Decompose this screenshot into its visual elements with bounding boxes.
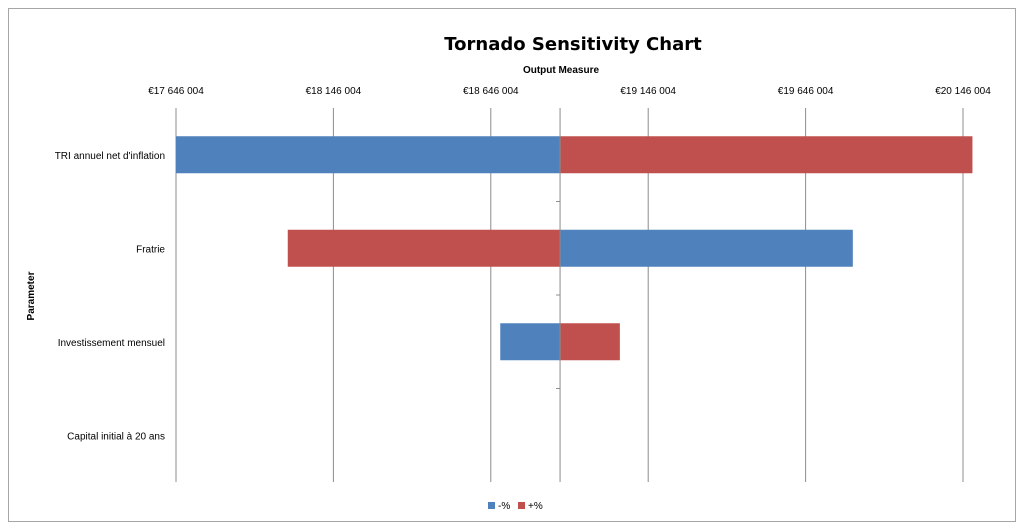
center-axis [556, 108, 561, 482]
bar-plus [560, 323, 620, 361]
bar-minus [176, 136, 561, 174]
category-label: Fratrie [136, 244, 165, 255]
bars [176, 136, 973, 361]
x-tick-label: €20 146 004 [935, 86, 991, 97]
x-tick-label: €18 146 004 [306, 86, 362, 97]
category-label: Capital initial à 20 ans [67, 431, 165, 442]
x-tick-label: €18 646 004 [463, 86, 519, 97]
legend-swatch [488, 502, 495, 509]
y-axis-title: Parameter [26, 271, 37, 320]
category-label: Investissement mensuel [58, 338, 165, 349]
bar-plus [287, 229, 561, 267]
x-tick-label: €19 146 004 [620, 86, 676, 97]
category-labels: TRI annuel net d'inflation Fratrie Investi… [55, 151, 166, 443]
legend-label: +% [528, 501, 543, 512]
bar-plus [560, 136, 973, 174]
bar-minus [560, 229, 853, 267]
x-tick-label: €17 646 004 [148, 86, 204, 97]
x-axis-title: Output Measure [523, 65, 600, 76]
x-tick-label: €19 646 004 [778, 86, 834, 97]
legend: -% +% [488, 501, 543, 512]
category-label: TRI annuel net d'inflation [55, 151, 165, 162]
legend-swatch [518, 502, 525, 509]
x-tick-labels: €17 646 004 €18 146 004 €18 646 004 €19 146… [148, 86, 991, 97]
chart-title: Tornado Sensitivity Chart [444, 34, 702, 55]
bar-minus [500, 323, 561, 361]
legend-label: -% [498, 501, 510, 512]
